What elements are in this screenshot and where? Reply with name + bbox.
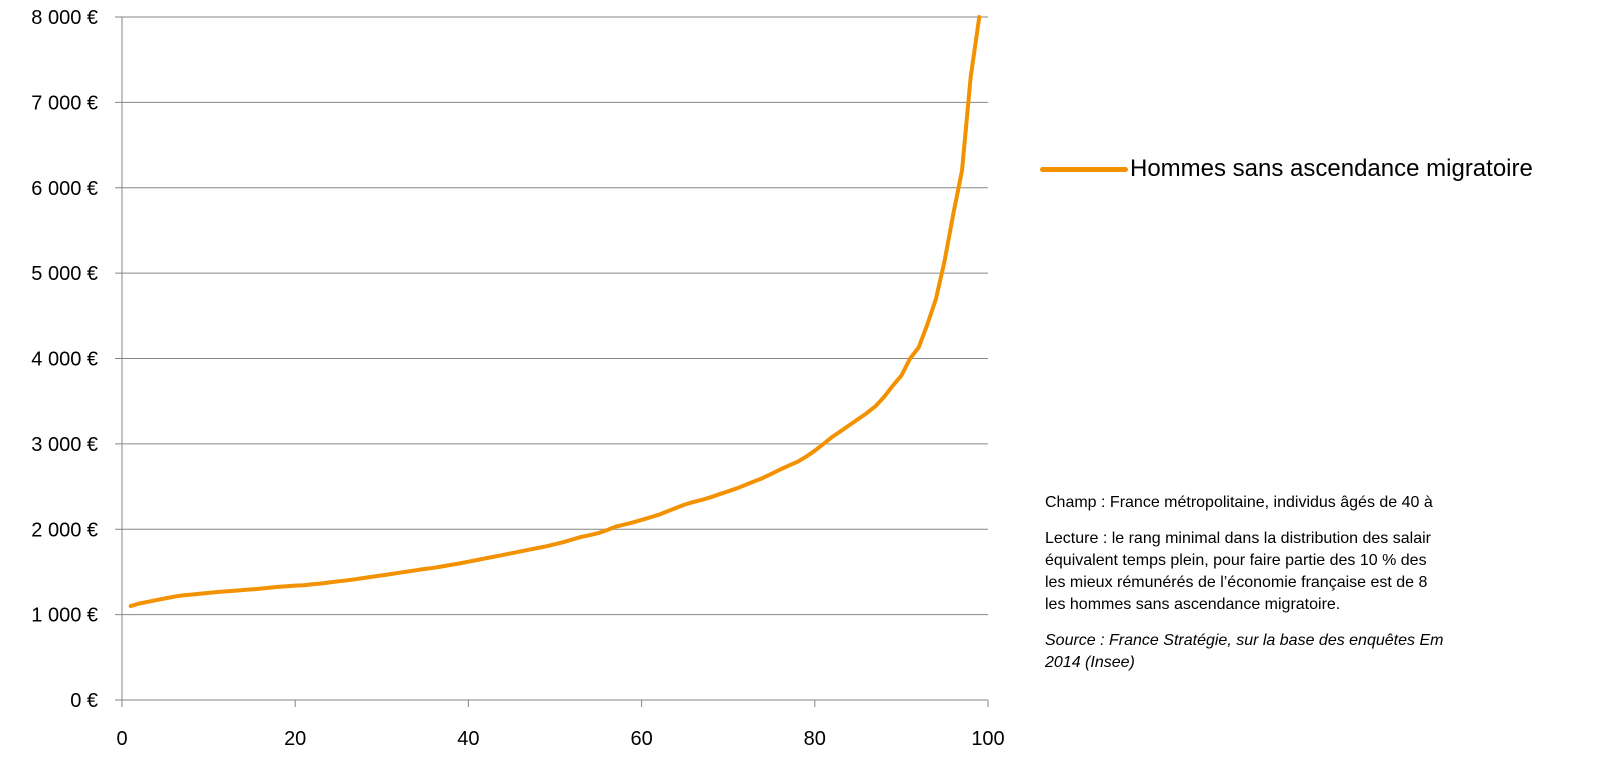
- y-tick-label: 7 000 €: [31, 92, 98, 114]
- note-champ: Champ : France métropolitaine, individus…: [1045, 494, 1433, 511]
- y-axis-tick-labels: 0 € 1 000 € 2 000 € 3 000 € 4 000 € 5 000 € 6 …: [31, 7, 98, 712]
- legend: Hommes sans ascendance migratoire: [1040, 155, 1533, 183]
- x-tick-label: 80: [804, 728, 826, 750]
- series-layer: [128, 15, 982, 609]
- chart-notes: Champ : France métropolitaine, individus…: [1045, 492, 1615, 674]
- x-axis-tick-labels: 0 20 40 60 80 100: [116, 728, 1004, 750]
- axes: [115, 16, 989, 707]
- y-tick-label: 5 000 €: [31, 263, 98, 285]
- legend-label: Hommes sans ascendance migratoire: [1130, 155, 1533, 182]
- x-tick-label: 20: [284, 728, 306, 750]
- series-line: [128, 15, 982, 609]
- y-tick-label: 8 000 €: [31, 7, 98, 29]
- note-lecture: Lecture : le rang minimal dans la distri…: [1045, 530, 1431, 613]
- y-tick-label: 2 000 €: [31, 519, 98, 541]
- y-tick-label: 1 000 €: [31, 605, 98, 627]
- legend-swatch: [1040, 166, 1128, 172]
- y-tick-label: 6 000 €: [31, 178, 98, 200]
- gridlines: [122, 16, 988, 616]
- note-source: Source : France Stratégie, sur la base d…: [1045, 632, 1444, 671]
- y-tick-label: 0 €: [70, 690, 98, 712]
- x-tick-label: 0: [116, 728, 127, 750]
- x-tick-label: 40: [457, 728, 479, 750]
- y-tick-label: 4 000 €: [31, 349, 98, 371]
- x-tick-label: 60: [630, 728, 652, 750]
- y-tick-label: 3 000 €: [31, 434, 98, 456]
- x-tick-label: 100: [971, 728, 1004, 750]
